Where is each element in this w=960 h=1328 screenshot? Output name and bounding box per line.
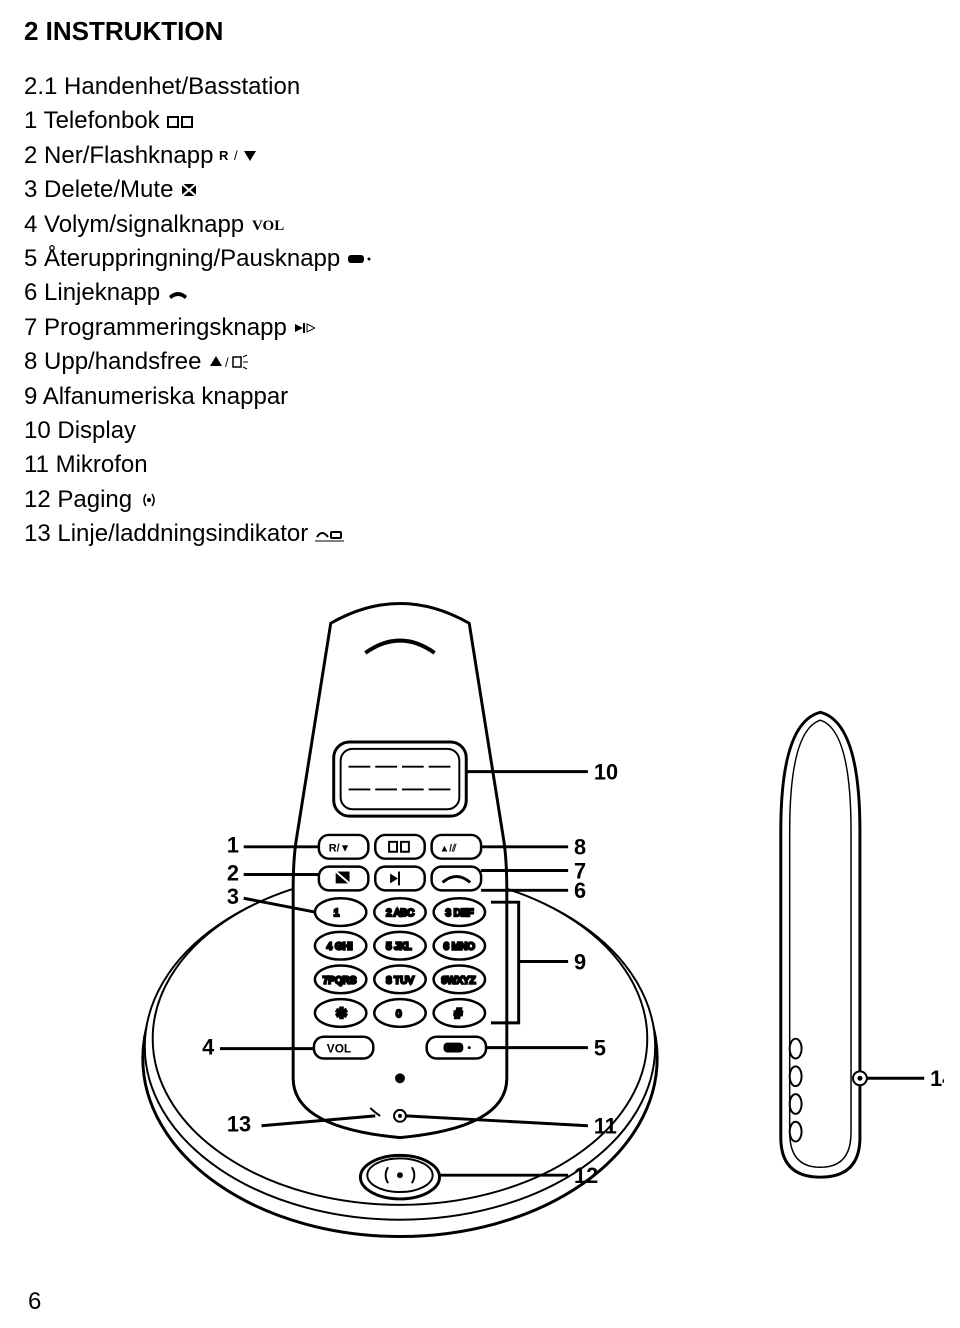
list-item: 9 Alfanumeriska knappar <box>24 381 936 413</box>
item-label: 10 Display <box>24 415 136 447</box>
item-label: 1 Telefonbok <box>24 105 160 137</box>
item-label: 5 Återuppringning/Pausknapp <box>24 243 340 275</box>
svg-text:R/▼: R/▼ <box>329 843 351 855</box>
list-item: 12 Paging <box>24 484 936 516</box>
svg-text:1: 1 <box>334 909 340 920</box>
r-down-icon: R/ <box>219 147 259 165</box>
item-label: 13 Linje/laddningsindikator <box>24 518 308 550</box>
diagram-svg: R/▼ ▲/⫽ 1 2 ABC 3 DEF <box>34 570 944 1270</box>
list-item: 11 Mikrofon <box>24 449 936 481</box>
page: 2 INSTRUKTION 2.1 Handenhet/Basstation 1… <box>0 0 960 1328</box>
svg-text:0: 0 <box>396 1009 402 1020</box>
svg-text:/: / <box>225 355 229 370</box>
subheading: 2.1 Handenhet/Basstation <box>24 71 300 103</box>
list-item: 4 Volym/signalknapp VOL <box>24 209 936 241</box>
book-icon <box>166 113 196 131</box>
up-handsfree-icon: / <box>207 353 251 371</box>
list-item: 13 Linje/laddningsindikator <box>24 518 936 550</box>
svg-text:5 JKL: 5 JKL <box>386 942 412 953</box>
led-icon <box>314 525 346 543</box>
svg-text:▲/⫽: ▲/⫽ <box>440 843 458 855</box>
svg-text:12: 12 <box>574 1164 598 1189</box>
svg-text:9WXYZ: 9WXYZ <box>442 976 476 987</box>
svg-text:1: 1 <box>227 833 239 858</box>
mute-icon <box>179 181 199 199</box>
item-label: 4 Volym/signalknapp <box>24 209 244 241</box>
section-heading: 2 INSTRUKTION <box>24 16 936 47</box>
svg-text:11: 11 <box>594 1114 617 1139</box>
list-item: 2.1 Handenhet/Basstation <box>24 71 936 103</box>
arrow-in-icon <box>293 320 315 336</box>
svg-text:/: / <box>234 148 238 163</box>
list-item: 7 Programmeringsknapp <box>24 312 936 344</box>
svg-text:#: # <box>454 1005 462 1021</box>
item-label: 7 Programmeringsknapp <box>24 312 287 344</box>
svg-text:3 DEF: 3 DEF <box>445 909 473 920</box>
list-item: 6 Linjeknapp <box>24 277 936 309</box>
svg-text:VOL: VOL <box>252 218 284 234</box>
phone-diagram: R/▼ ▲/⫽ 1 2 ABC 3 DEF <box>24 570 944 1270</box>
list-item: 2 Ner/Flashknapp R/ <box>24 140 936 172</box>
svg-text:2: 2 <box>227 861 239 886</box>
svg-text:4 GHI: 4 GHI <box>327 942 353 953</box>
list-item: 8 Upp/handsfree / <box>24 346 936 378</box>
svg-text:5: 5 <box>594 1036 606 1061</box>
vol-text-icon: VOL <box>250 216 294 234</box>
svg-text:6 MNO: 6 MNO <box>443 942 475 953</box>
item-label: 9 Alfanumeriska knappar <box>24 381 288 413</box>
item-label: 2 Ner/Flashknapp <box>24 140 213 172</box>
button-legend-list: 2.1 Handenhet/Basstation 1 Telefonbok 2 … <box>24 71 936 550</box>
paging-icon <box>138 491 160 509</box>
svg-text:9: 9 <box>574 950 586 975</box>
svg-text:13: 13 <box>227 1112 251 1137</box>
svg-text:4: 4 <box>202 1035 214 1060</box>
list-item: 5 Återuppringning/Pausknapp <box>24 243 936 275</box>
page-number: 6 <box>24 1288 936 1316</box>
svg-text:6: 6 <box>574 879 586 904</box>
item-label: 11 Mikrofon <box>24 449 148 481</box>
svg-text:VOL: VOL <box>327 1042 351 1056</box>
svg-text:10: 10 <box>594 760 618 785</box>
svg-text:14: 14 <box>930 1067 944 1092</box>
svg-text:3: 3 <box>227 885 239 910</box>
list-item: 3 Delete/Mute <box>24 174 936 206</box>
item-label: 12 Paging <box>24 484 132 516</box>
list-item: 10 Display <box>24 415 936 447</box>
svg-text:8 TUV: 8 TUV <box>386 976 414 987</box>
item-label: 8 Upp/handsfree <box>24 346 201 378</box>
handset-icon <box>166 286 190 302</box>
svg-text:R: R <box>219 148 229 163</box>
redial-icon <box>346 251 374 267</box>
svg-text:8: 8 <box>574 835 586 860</box>
item-label: 6 Linjeknapp <box>24 277 160 309</box>
svg-text:2 ABC: 2 ABC <box>386 909 414 920</box>
item-label: 3 Delete/Mute <box>24 174 173 206</box>
svg-text:7PQRS: 7PQRS <box>323 976 357 987</box>
list-item: 1 Telefonbok <box>24 105 936 137</box>
svg-text:✱: ✱ <box>336 1005 348 1021</box>
